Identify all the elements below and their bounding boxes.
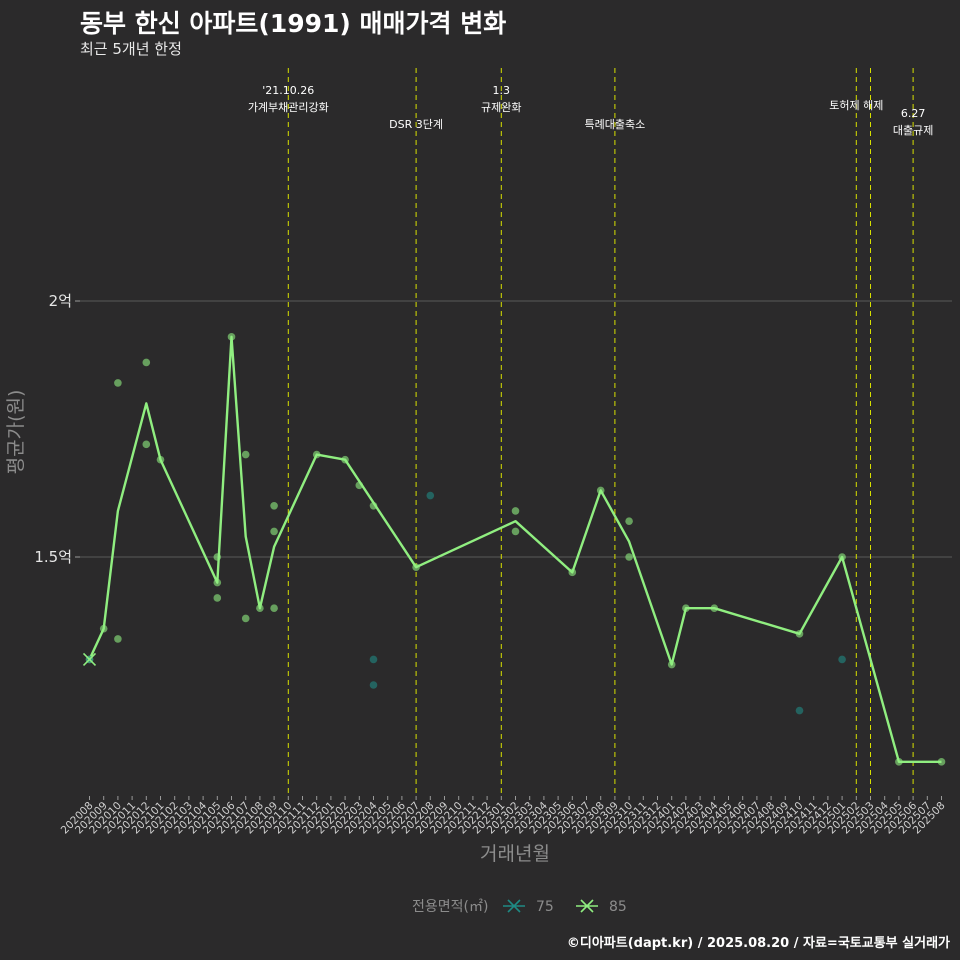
x-tick-labels: 2020082020092020102020112020122021012021… <box>59 799 948 836</box>
data-point <box>270 502 278 510</box>
y-tick-labels: 1.5억 2억 <box>34 292 72 566</box>
legend-title: 전용면적(㎡) <box>412 899 488 915</box>
event-label: 규제완화 <box>481 101 521 114</box>
data-point <box>270 604 278 612</box>
data-point <box>838 655 846 664</box>
x-axis-title: 거래년월 <box>480 843 550 865</box>
event-label: 대출규제 <box>893 124 933 137</box>
event-label: 6.27 <box>901 107 926 120</box>
legend-key-cross <box>580 899 594 913</box>
event-label: DSR 3단계 <box>389 118 443 131</box>
data-point <box>369 681 378 689</box>
data-point <box>426 491 435 500</box>
data-point <box>114 635 122 643</box>
event-label: '21.10.26 <box>262 84 314 97</box>
data-point <box>625 553 633 561</box>
event-label: 가계부채관리강화 <box>248 101 329 114</box>
y-tick-label: 1.5억 <box>34 548 72 566</box>
data-point <box>142 440 151 449</box>
data-point <box>213 594 222 602</box>
series-85 <box>85 333 946 766</box>
data-point <box>625 517 633 525</box>
data-point <box>241 614 250 623</box>
trend-line <box>88 335 942 763</box>
series-75 <box>85 491 846 715</box>
legend: 전용면적(㎡) 75 85 <box>412 899 627 915</box>
marker-stroke <box>82 652 97 666</box>
data-point <box>511 507 520 515</box>
chart-title: 동부 한신 아파트(1991) 매매가격 변화 <box>80 9 507 38</box>
data-point <box>114 379 122 387</box>
event-label: 특례대출축소 <box>585 118 646 131</box>
grid-lines <box>75 300 952 800</box>
event-label: 1.3 <box>493 84 511 97</box>
legend-label-75: 75 <box>536 899 554 915</box>
series-marks <box>82 333 946 766</box>
data-point <box>142 358 151 367</box>
event-label: 토허제 해제 <box>829 98 883 112</box>
legend-key-cross <box>507 899 521 913</box>
source-caption: ©디아파트(dapt.kr) / 2025.08.20 / 자료=국토교통부 실… <box>566 936 950 951</box>
legend-label-85: 85 <box>609 899 627 915</box>
y-tick-label: 2억 <box>49 292 72 310</box>
first-point-marker <box>82 652 97 666</box>
legend-key-85 <box>576 899 598 913</box>
legend-key-75 <box>503 899 525 913</box>
chart-subtitle: 최근 5개년 한정 <box>80 40 182 58</box>
y-axis-title: 평균가(원) <box>5 390 27 475</box>
data-point <box>241 450 250 459</box>
data-point <box>369 655 378 664</box>
data-point <box>795 706 804 715</box>
data-point <box>511 527 520 536</box>
data-point <box>270 527 278 536</box>
